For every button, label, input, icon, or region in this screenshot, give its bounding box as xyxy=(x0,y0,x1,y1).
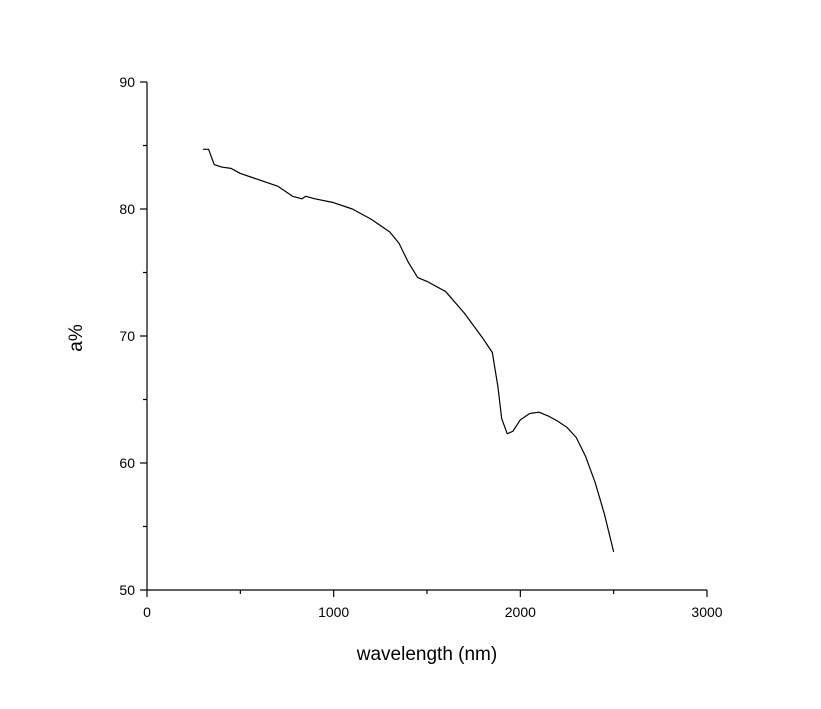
y-axis-label: a% xyxy=(66,324,87,352)
x-tick-label: 3000 xyxy=(691,604,722,620)
data-line xyxy=(203,148,615,553)
y-tick-label: 70 xyxy=(119,328,135,344)
x-tick-label: 1000 xyxy=(318,604,349,620)
y-tick-label: 90 xyxy=(119,74,135,90)
y-tick-label: 80 xyxy=(119,201,135,217)
x-tick-label: 0 xyxy=(143,604,151,620)
y-tick-label: 60 xyxy=(119,455,135,471)
x-axis-label: wavelength (nm) xyxy=(356,644,497,665)
y-tick-label: 50 xyxy=(119,582,135,598)
x-tick-label: 2000 xyxy=(505,604,536,620)
